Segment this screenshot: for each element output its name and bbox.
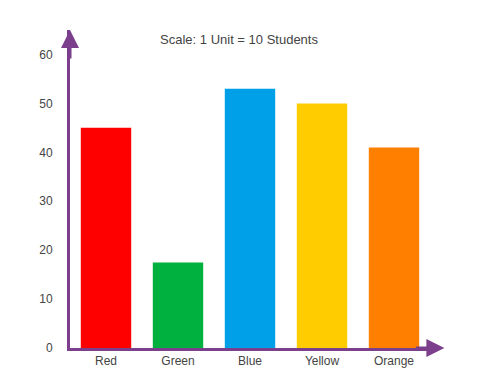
- svg-text:50: 50: [39, 97, 53, 111]
- svg-text:60: 60: [39, 48, 53, 62]
- svg-text:0: 0: [46, 341, 53, 355]
- svg-text:Orange: Orange: [374, 354, 414, 368]
- svg-text:Yellow: Yellow: [305, 354, 340, 368]
- svg-text:10: 10: [39, 292, 53, 306]
- svg-text:Blue: Blue: [238, 354, 262, 368]
- svg-text:20: 20: [39, 243, 53, 257]
- svg-text:40: 40: [39, 146, 53, 160]
- svg-text:Red: Red: [95, 354, 117, 368]
- svg-text:30: 30: [39, 194, 53, 208]
- svg-text:Scale: 1 Unit = 10 Students: Scale: 1 Unit = 10 Students: [160, 32, 318, 47]
- svg-text:Green: Green: [161, 354, 194, 368]
